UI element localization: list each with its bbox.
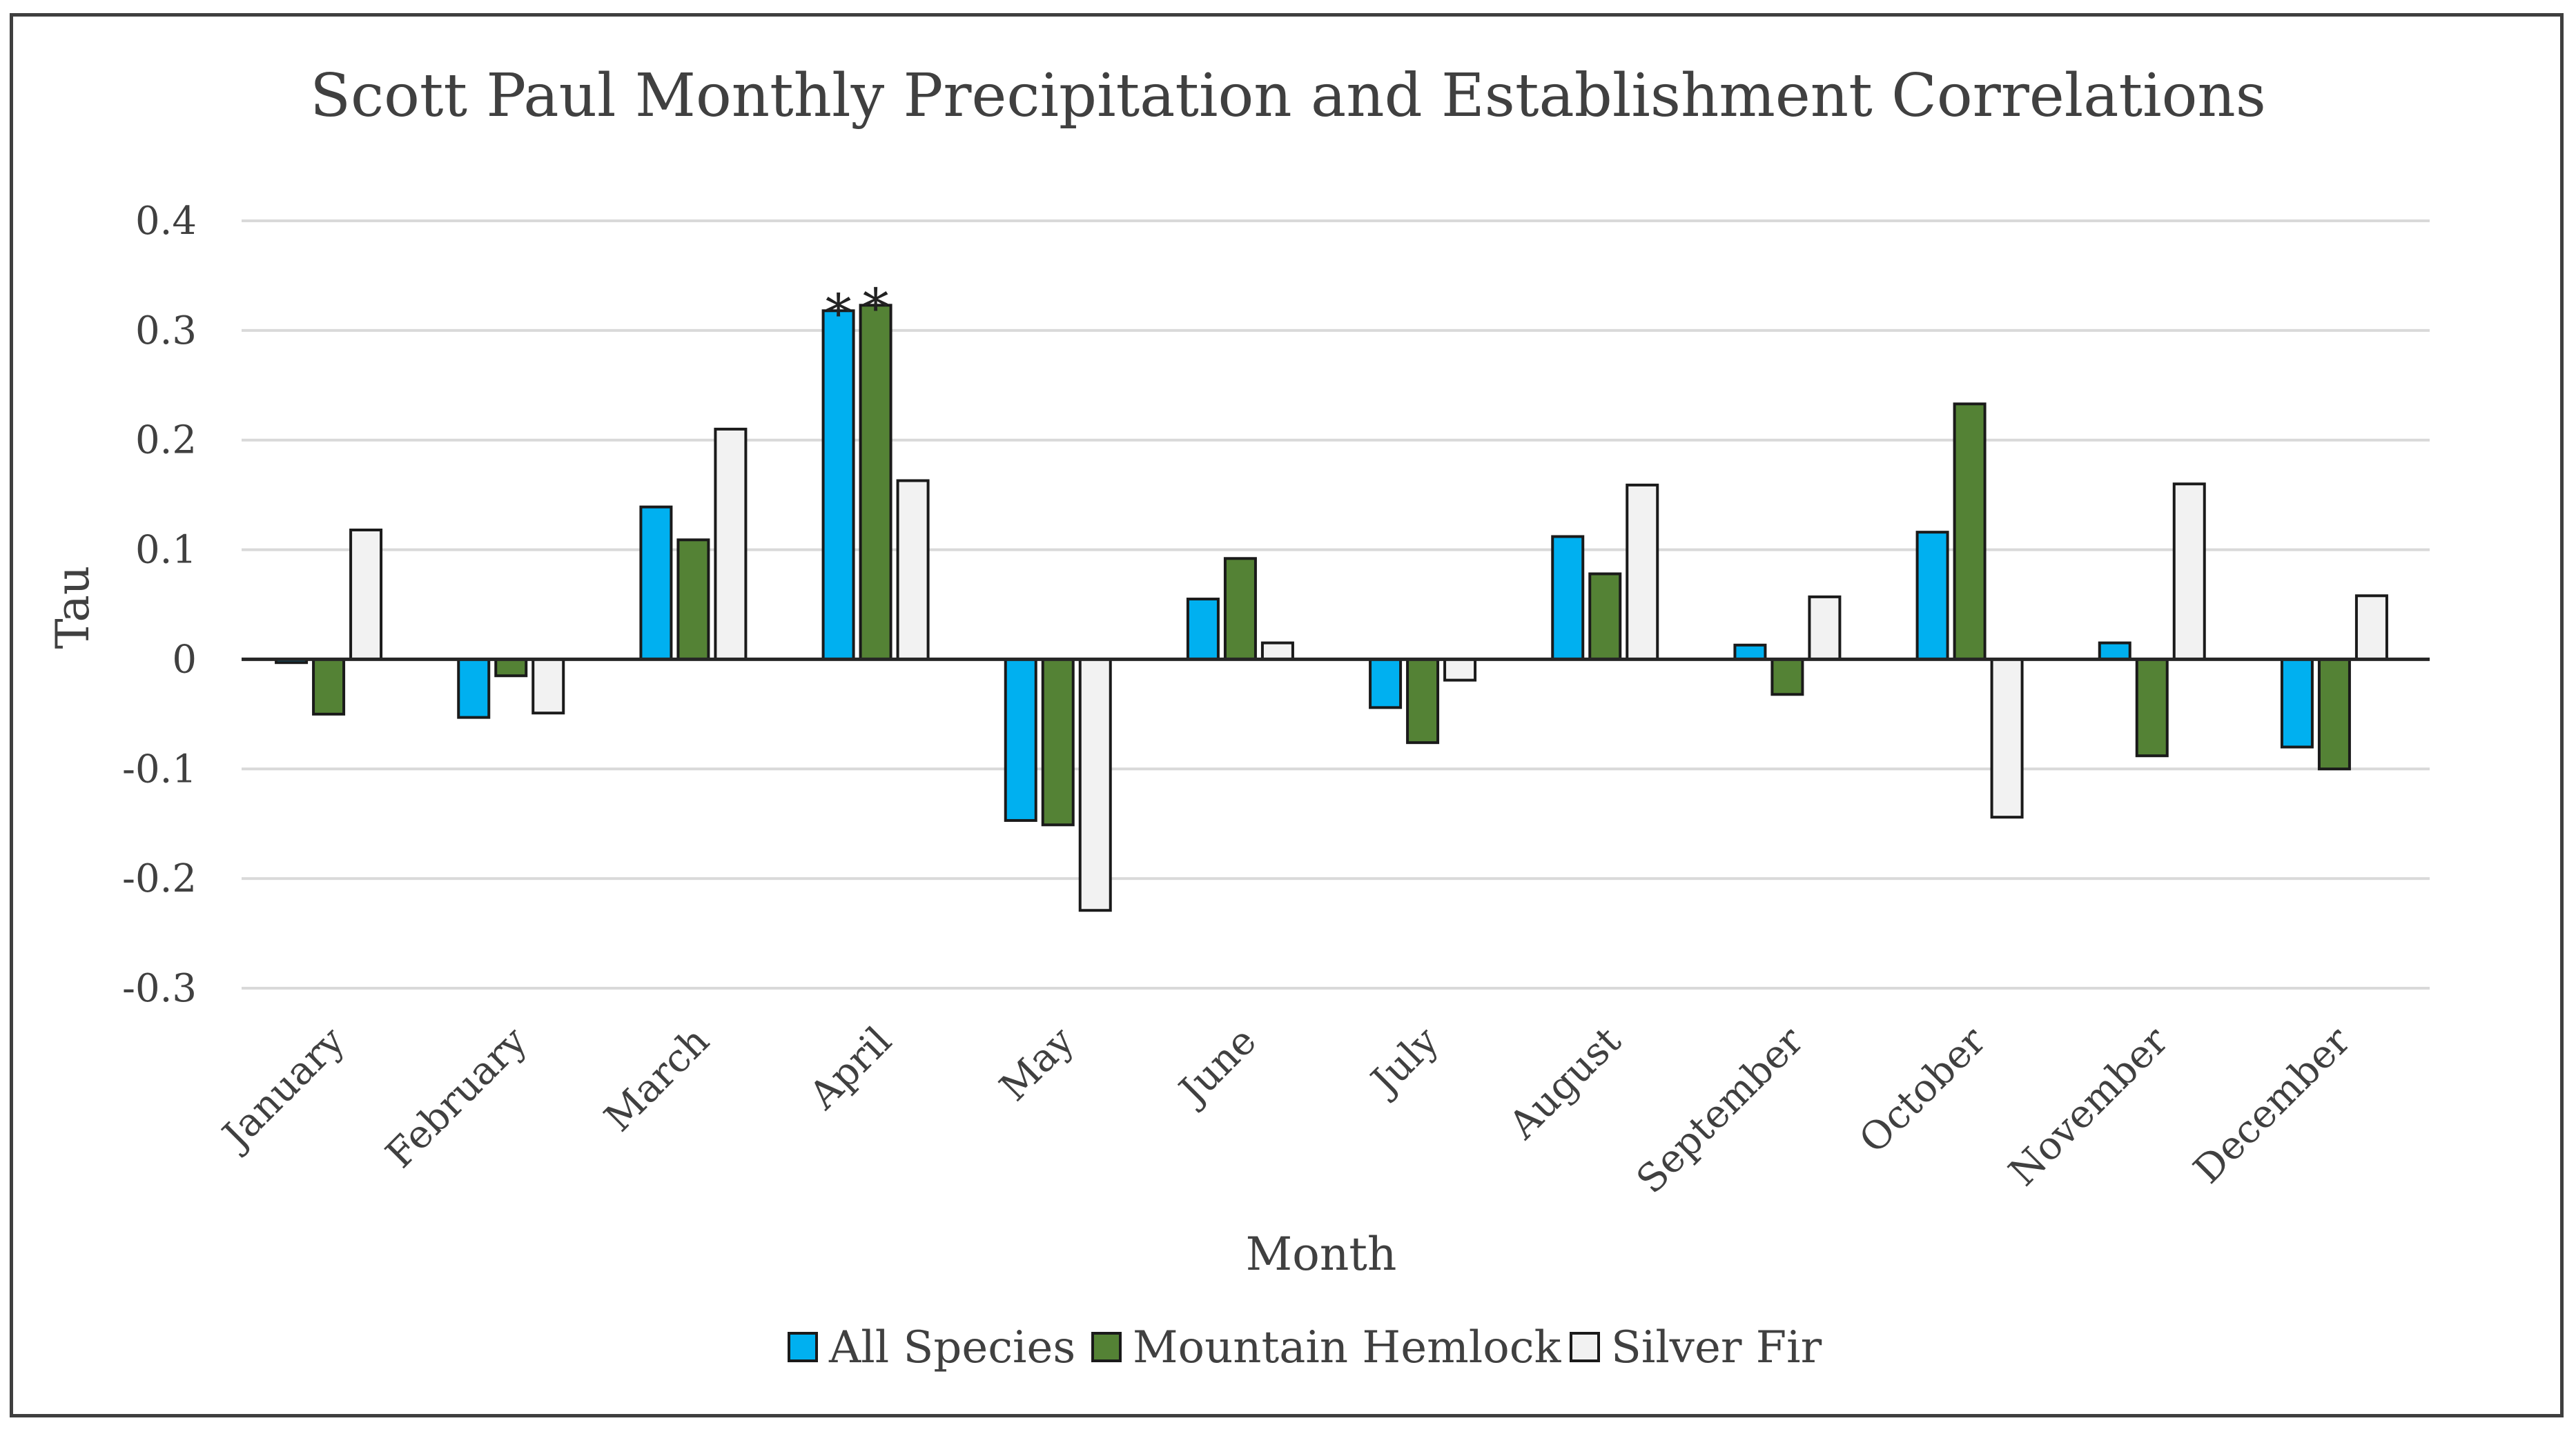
gridlines xyxy=(242,219,2430,990)
bar-all-species-october xyxy=(1915,531,1949,661)
x-tick-label: August xyxy=(1500,1019,1630,1148)
bar-mountain-hemlock-december xyxy=(2317,658,2351,771)
chart-title: Scott Paul Monthly Precipitation and Est… xyxy=(310,61,2266,130)
x-tick-label: November xyxy=(2000,1019,2177,1195)
legend-label: Mountain Hemlock xyxy=(1133,1322,1562,1373)
bar-mountain-hemlock-september xyxy=(1770,658,1804,696)
bar-all-species-december xyxy=(2280,658,2314,749)
y-tick-label: 0 xyxy=(172,637,197,682)
y-tick-label: 0.1 xyxy=(135,528,197,573)
y-tick-label: 0.4 xyxy=(135,199,197,244)
bar-all-species-june xyxy=(1186,598,1220,661)
x-tick-label: February xyxy=(378,1019,536,1177)
bar-mountain-hemlock-august xyxy=(1588,572,1622,661)
bar-all-species-november xyxy=(2098,641,2131,661)
legend-swatch xyxy=(1570,1332,1600,1362)
y-axis-ticks: 0.4 0.3 0.2 0.1 0 -0.1 -0.2 -0.3 xyxy=(122,199,197,1011)
y-tick-label: -0.2 xyxy=(122,856,197,901)
bar-silver-fir-september xyxy=(1808,595,1842,661)
significance-annotations: * * xyxy=(826,277,889,344)
x-tick-label: January xyxy=(212,1019,353,1160)
bar-all-species-march xyxy=(639,505,673,661)
y-tick-label: -0.3 xyxy=(122,966,197,1011)
legend: All Species Mountain Hemlock Silver Fir xyxy=(788,1322,1822,1373)
bar-silver-fir-october xyxy=(1990,658,2024,819)
significance-star: * xyxy=(826,282,852,344)
bar-mountain-hemlock-july xyxy=(1406,658,1440,745)
bar-mountain-hemlock-april xyxy=(859,304,892,661)
x-tick-label: April xyxy=(801,1019,901,1119)
x-tick-label: December xyxy=(2185,1019,2359,1192)
bar-mountain-hemlock-may xyxy=(1041,658,1075,827)
legend-swatch xyxy=(788,1332,818,1362)
x-axis-label: Month xyxy=(1246,1228,1397,1281)
bar-all-species-february xyxy=(457,658,491,719)
x-tick-label: May xyxy=(991,1019,1083,1110)
bar-silver-fir-may xyxy=(1078,658,1112,912)
bar-all-species-july xyxy=(1369,658,1403,709)
x-tick-label: March xyxy=(596,1019,719,1141)
bar-all-species-august xyxy=(1551,535,1585,661)
bar-mountain-hemlock-october xyxy=(1953,402,1987,661)
y-tick-label: -0.1 xyxy=(122,747,197,792)
significance-star: * xyxy=(863,277,889,338)
bar-mountain-hemlock-march xyxy=(676,538,710,661)
bar-silver-fir-april xyxy=(896,479,930,661)
x-tick-label: June xyxy=(1169,1019,1265,1115)
bar-silver-fir-november xyxy=(2172,482,2206,661)
bar-mountain-hemlock-june xyxy=(1223,557,1257,661)
bars xyxy=(275,304,2388,912)
x-tick-label: September xyxy=(1628,1019,1813,1203)
y-tick-label: 0.3 xyxy=(135,308,197,353)
legend-label: All Species xyxy=(828,1322,1075,1373)
legend-swatch xyxy=(1091,1332,1122,1362)
bar-silver-fir-june xyxy=(1260,641,1294,661)
bar-mountain-hemlock-november xyxy=(2135,658,2169,758)
bar-silver-fir-january xyxy=(349,528,383,661)
bar-all-species-september xyxy=(1733,643,1767,661)
x-axis-ticks: January February March April May June July Augu… xyxy=(212,1019,2359,1203)
legend-label: Silver Fir xyxy=(1611,1322,1822,1373)
bar-silver-fir-july xyxy=(1443,658,1477,682)
bar-mountain-hemlock-february xyxy=(494,658,528,678)
bar-all-species-may xyxy=(1004,658,1037,822)
bar-mountain-hemlock-january xyxy=(312,658,346,716)
bar-silver-fir-august xyxy=(1626,483,1659,661)
bar-silver-fir-march xyxy=(714,427,748,661)
y-tick-label: 0.2 xyxy=(135,418,197,463)
x-tick-label: October xyxy=(1851,1019,1994,1162)
bar-silver-fir-february xyxy=(531,658,565,715)
bar-silver-fir-december xyxy=(2354,594,2388,661)
x-tick-label: July xyxy=(1360,1019,1447,1106)
bar-all-species-april xyxy=(821,309,855,661)
y-axis-label: Tau xyxy=(46,566,99,649)
